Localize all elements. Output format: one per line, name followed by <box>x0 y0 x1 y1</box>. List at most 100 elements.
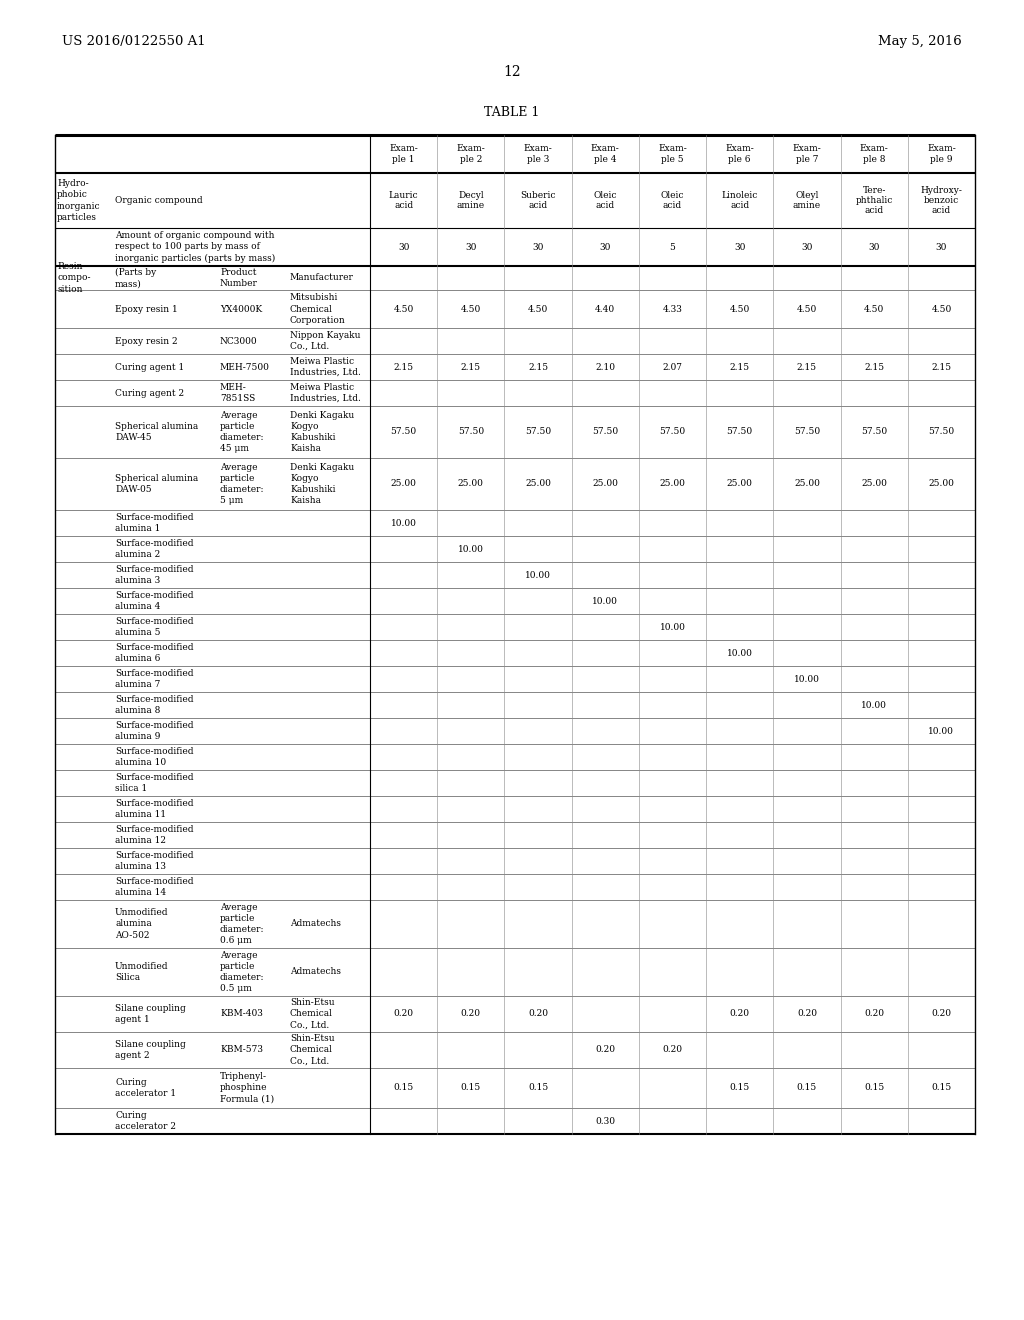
Text: 0.20: 0.20 <box>797 1010 817 1019</box>
Text: 25.00: 25.00 <box>727 479 753 488</box>
Text: 4.50: 4.50 <box>461 305 481 314</box>
Text: 5: 5 <box>670 243 676 252</box>
Text: 0.15: 0.15 <box>931 1084 951 1093</box>
Text: TABLE 1: TABLE 1 <box>484 106 540 119</box>
Text: Amount of organic compound with
respect to 100 parts by mass of
inorganic partic: Amount of organic compound with respect … <box>115 231 275 263</box>
Text: Meiwa Plastic
Industries, Ltd.: Meiwa Plastic Industries, Ltd. <box>290 356 360 378</box>
Text: 2.15: 2.15 <box>864 363 885 371</box>
Text: 0.15: 0.15 <box>528 1084 548 1093</box>
Text: Admatechs: Admatechs <box>290 968 341 977</box>
Text: 57.50: 57.50 <box>929 428 954 437</box>
Text: 2.15: 2.15 <box>528 363 548 371</box>
Text: 2.15: 2.15 <box>461 363 481 371</box>
Text: Epoxy resin 2: Epoxy resin 2 <box>115 337 177 346</box>
Text: 0.15: 0.15 <box>461 1084 481 1093</box>
Text: 2.10: 2.10 <box>595 363 615 371</box>
Text: Exam-
ple 5: Exam- ple 5 <box>658 144 687 164</box>
Text: 30: 30 <box>868 243 880 252</box>
Text: 30: 30 <box>600 243 611 252</box>
Text: Surface-modified
alumina 13: Surface-modified alumina 13 <box>115 851 194 871</box>
Text: 10.00: 10.00 <box>794 675 820 684</box>
Text: Curing agent 2: Curing agent 2 <box>115 388 184 397</box>
Text: 25.00: 25.00 <box>592 479 618 488</box>
Text: 30: 30 <box>801 243 813 252</box>
Text: Surface-modified
alumina 10: Surface-modified alumina 10 <box>115 747 194 767</box>
Text: KBM-573: KBM-573 <box>220 1045 263 1055</box>
Text: Exam-
ple 6: Exam- ple 6 <box>725 144 754 164</box>
Text: 0.20: 0.20 <box>663 1045 683 1055</box>
Text: Curing
accelerator 2: Curing accelerator 2 <box>115 1111 176 1131</box>
Text: Epoxy resin 1: Epoxy resin 1 <box>115 305 178 314</box>
Text: Shin-Etsu
Chemical
Co., Ltd.: Shin-Etsu Chemical Co., Ltd. <box>290 1035 335 1065</box>
Text: Shin-Etsu
Chemical
Co., Ltd.: Shin-Etsu Chemical Co., Ltd. <box>290 998 335 1030</box>
Text: 4.50: 4.50 <box>931 305 951 314</box>
Text: Exam-
ple 1: Exam- ple 1 <box>389 144 418 164</box>
Text: Oleic
acid: Oleic acid <box>594 191 617 210</box>
Text: Silane coupling
agent 2: Silane coupling agent 2 <box>115 1040 185 1060</box>
Text: 57.50: 57.50 <box>525 428 551 437</box>
Text: Curing
accelerator 1: Curing accelerator 1 <box>115 1078 176 1098</box>
Text: Surface-modified
alumina 6: Surface-modified alumina 6 <box>115 643 194 663</box>
Text: Decyl
amine: Decyl amine <box>457 191 485 210</box>
Text: MEH-7500: MEH-7500 <box>220 363 270 371</box>
Text: Surface-modified
alumina 12: Surface-modified alumina 12 <box>115 825 194 845</box>
Text: Linoleic
acid: Linoleic acid <box>722 191 758 210</box>
Text: 0.20: 0.20 <box>595 1045 615 1055</box>
Text: Curing agent 1: Curing agent 1 <box>115 363 184 371</box>
Text: Average
particle
diameter:
45 μm: Average particle diameter: 45 μm <box>220 411 264 453</box>
Text: 57.50: 57.50 <box>727 428 753 437</box>
Text: 0.15: 0.15 <box>864 1084 885 1093</box>
Text: 57.50: 57.50 <box>861 428 887 437</box>
Text: 10.00: 10.00 <box>592 597 618 606</box>
Text: Oleic
acid: Oleic acid <box>660 191 684 210</box>
Text: 10.00: 10.00 <box>659 623 685 631</box>
Text: Surface-modified
alumina 2: Surface-modified alumina 2 <box>115 539 194 560</box>
Text: 4.40: 4.40 <box>595 305 615 314</box>
Text: 30: 30 <box>465 243 476 252</box>
Text: YX4000K: YX4000K <box>220 305 262 314</box>
Text: Hydroxy-
benzoic
acid: Hydroxy- benzoic acid <box>921 186 963 215</box>
Text: Unmodified
alumina
AO-502: Unmodified alumina AO-502 <box>115 908 169 940</box>
Text: 10.00: 10.00 <box>391 519 417 528</box>
Text: 25.00: 25.00 <box>861 479 887 488</box>
Text: Meiwa Plastic
Industries, Ltd.: Meiwa Plastic Industries, Ltd. <box>290 383 360 403</box>
Text: 4.50: 4.50 <box>393 305 414 314</box>
Text: 57.50: 57.50 <box>659 428 685 437</box>
Text: Exam-
ple 2: Exam- ple 2 <box>457 144 485 164</box>
Text: Oleyl
amine: Oleyl amine <box>793 191 821 210</box>
Text: 10.00: 10.00 <box>861 701 887 710</box>
Text: Exam-
ple 7: Exam- ple 7 <box>793 144 821 164</box>
Text: 25.00: 25.00 <box>929 479 954 488</box>
Text: Spherical alumina
DAW-05: Spherical alumina DAW-05 <box>115 474 199 494</box>
Text: 25.00: 25.00 <box>391 479 417 488</box>
Text: 4.50: 4.50 <box>729 305 750 314</box>
Text: Exam-
ple 3: Exam- ple 3 <box>523 144 552 164</box>
Text: 57.50: 57.50 <box>794 428 820 437</box>
Text: Surface-modified
alumina 5: Surface-modified alumina 5 <box>115 616 194 638</box>
Text: NC3000: NC3000 <box>220 337 258 346</box>
Text: 57.50: 57.50 <box>458 428 484 437</box>
Text: Unmodified
Silica: Unmodified Silica <box>115 962 169 982</box>
Text: 0.20: 0.20 <box>393 1010 414 1019</box>
Text: KBM-403: KBM-403 <box>220 1010 263 1019</box>
Text: Average
particle
diameter:
0.5 μm: Average particle diameter: 0.5 μm <box>220 950 264 993</box>
Text: 2.15: 2.15 <box>393 363 414 371</box>
Text: Surface-modified
alumina 1: Surface-modified alumina 1 <box>115 513 194 533</box>
Text: Exam-
ple 8: Exam- ple 8 <box>860 144 889 164</box>
Text: 25.00: 25.00 <box>794 479 820 488</box>
Text: 4.50: 4.50 <box>528 305 548 314</box>
Text: 30: 30 <box>936 243 947 252</box>
Text: Surface-modified
alumina 9: Surface-modified alumina 9 <box>115 721 194 741</box>
Text: May 5, 2016: May 5, 2016 <box>879 36 962 49</box>
Text: 30: 30 <box>398 243 410 252</box>
Text: Suberic
acid: Suberic acid <box>520 191 556 210</box>
Text: Lauric
acid: Lauric acid <box>389 191 419 210</box>
Text: Admatechs: Admatechs <box>290 920 341 928</box>
Text: Average
particle
diameter:
0.6 μm: Average particle diameter: 0.6 μm <box>220 903 264 945</box>
Text: 12: 12 <box>503 65 521 79</box>
Text: Surface-modified
silica 1: Surface-modified silica 1 <box>115 774 194 793</box>
Text: Silane coupling
agent 1: Silane coupling agent 1 <box>115 1005 185 1024</box>
Text: 25.00: 25.00 <box>458 479 483 488</box>
Text: 30: 30 <box>734 243 745 252</box>
Text: 2.07: 2.07 <box>663 363 683 371</box>
